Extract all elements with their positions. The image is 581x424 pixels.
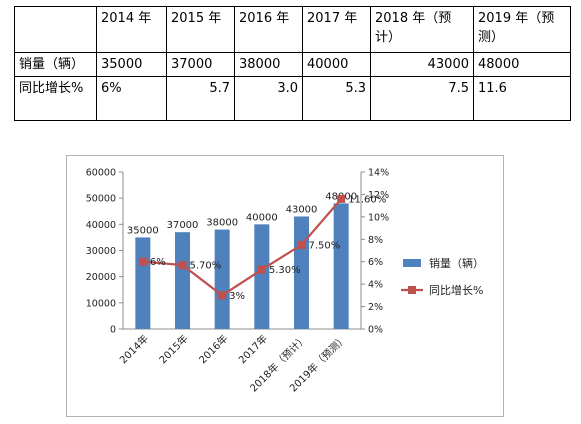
y2-tick-label: 14% <box>368 168 389 179</box>
bar <box>214 229 230 329</box>
legend-label-growth: 同比增长% <box>429 283 483 297</box>
growth-point <box>337 194 346 203</box>
y2-tick-label: 0% <box>368 325 383 336</box>
bar <box>254 224 270 329</box>
table-cell: 5.3 <box>302 76 371 121</box>
table-cell: 3.0 <box>234 76 303 121</box>
table-cell: 7.5 <box>370 76 474 121</box>
y2-tick-label: 12% <box>368 190 389 201</box>
legend-swatch-sales <box>403 259 421 267</box>
row-label: 同比增长% <box>14 76 97 121</box>
x-tick-label: 2016年 <box>196 332 230 366</box>
y-tick-label: 0 <box>110 325 116 336</box>
growth-point <box>257 265 266 274</box>
y2-tick-label: 8% <box>368 235 383 246</box>
header-cell: 2016 年 <box>234 6 303 53</box>
y2-tick-label: 6% <box>368 257 383 268</box>
bar <box>175 232 190 329</box>
growth-data-label: 6% <box>150 257 166 268</box>
growth-point <box>218 291 227 300</box>
growth-data-label: 11.60% <box>348 194 386 205</box>
bar-data-label: 43000 <box>286 204 318 215</box>
bar-data-label: 40000 <box>246 212 278 223</box>
growth-point <box>297 240 306 249</box>
legend-label-sales: 销量（辆） <box>429 256 484 270</box>
header-cell: 2014 年 <box>96 6 167 53</box>
y-tick-label: 50000 <box>86 194 116 205</box>
row-label: 销量（辆） <box>14 52 97 77</box>
table-cell: 43000 <box>370 52 474 77</box>
table-cell: 6% <box>96 76 167 121</box>
combo-chart: 0 10000 20000 30000 40000 50000 60000 0% 2% 4% 6% 8… <box>86 168 484 395</box>
chart-frame: 0 10000 20000 30000 40000 50000 60000 0% 2% 4% 6% 8… <box>66 155 504 417</box>
y2-tick-label: 2% <box>368 302 383 313</box>
table-cell: 37000 <box>166 52 235 77</box>
legend-marker-growth <box>408 286 416 294</box>
table-cell: 48000 <box>473 52 571 77</box>
growth-data-label: 3% <box>229 291 245 302</box>
bar <box>333 203 349 329</box>
sales-table: 2014 年 2015 年 2016 年 2017 年 2018 年（预计） 2… <box>14 6 571 121</box>
table-cell: 11.6 <box>473 76 571 121</box>
table-cell: 5.7 <box>166 76 235 121</box>
table-cell: 35000 <box>96 52 167 77</box>
growth-line <box>142 198 342 297</box>
header-cell: 2019 年（预测） <box>473 6 571 53</box>
y2-tick-label: 10% <box>368 212 389 223</box>
bar-data-label: 37000 <box>167 220 199 231</box>
y-tick-label: 30000 <box>86 246 116 257</box>
x-tick-label: 2017年 <box>236 332 270 366</box>
header-cell <box>14 6 97 53</box>
y2-tick-label: 4% <box>368 280 383 291</box>
y-tick-label: 20000 <box>86 272 116 283</box>
bar-data-label: 38000 <box>206 218 238 229</box>
table-row: 销量（辆） 35000 37000 38000 40000 43000 4800… <box>14 52 571 77</box>
header-cell: 2015 年 <box>166 6 235 53</box>
table-cell: 38000 <box>234 52 303 77</box>
growth-data-label: 5.30% <box>269 265 301 276</box>
growth-data-label: 5.70% <box>190 261 222 272</box>
y-tick-label: 40000 <box>86 220 116 231</box>
header-cell: 2018 年（预计） <box>370 6 474 53</box>
growth-point <box>178 261 187 270</box>
x-tick-label: 2015年 <box>156 332 190 366</box>
header-cell: 2017 年 <box>302 6 371 53</box>
table-header-row: 2014 年 2015 年 2016 年 2017 年 2018 年（预计） 2… <box>14 6 571 53</box>
growth-data-label: 7.50% <box>309 240 341 251</box>
bar <box>135 237 151 329</box>
y-tick-label: 60000 <box>86 168 116 179</box>
table-cell: 40000 <box>302 52 371 77</box>
y-tick-label: 10000 <box>86 298 116 309</box>
bar-data-label: 35000 <box>127 225 159 236</box>
growth-point <box>138 257 147 266</box>
table-row: 同比增长% 6% 5.7 3.0 5.3 7.5 11.6 <box>14 76 571 121</box>
x-tick-label: 2014年 <box>117 332 151 366</box>
